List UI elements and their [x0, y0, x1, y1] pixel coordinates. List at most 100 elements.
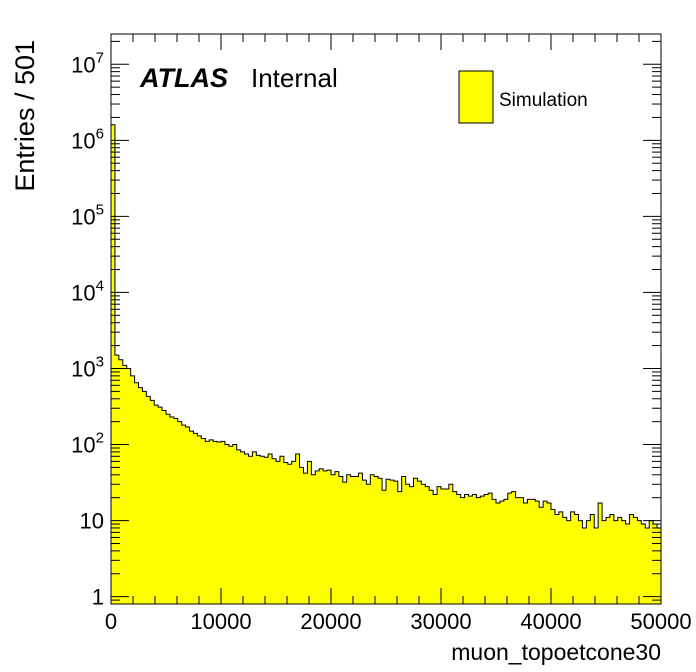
y-tick-label: 106	[71, 125, 104, 153]
histogram-bar	[566, 520, 571, 604]
histogram-bar	[598, 503, 603, 604]
histogram-bar	[366, 484, 371, 604]
histogram-bar	[338, 476, 344, 604]
histogram-bar	[570, 511, 575, 604]
axis-ticks	[110, 34, 662, 605]
histogram-bar	[484, 494, 489, 604]
histogram-bar	[315, 470, 320, 604]
histogram-bar	[613, 520, 619, 604]
histogram-bar	[331, 474, 336, 604]
histogram-bar	[244, 454, 249, 604]
histogram-bar	[578, 520, 583, 604]
histogram-bar	[515, 497, 520, 604]
histogram-bar	[354, 476, 359, 604]
histogram-bar	[609, 514, 615, 604]
histogram-bar	[327, 470, 332, 604]
histogram-bar	[492, 499, 497, 604]
histogram-bar	[264, 457, 269, 604]
histogram-bar	[138, 387, 143, 604]
histogram-bar	[370, 474, 375, 604]
histogram-bar	[299, 467, 304, 604]
histogram-bar	[543, 501, 548, 604]
histogram-bar	[189, 431, 194, 604]
histogram-bar	[303, 473, 308, 604]
histogram-bar	[456, 494, 461, 604]
histogram-bar	[590, 514, 595, 604]
histogram-bar	[252, 451, 257, 604]
histogram-bar	[429, 490, 434, 604]
histogram-bar	[519, 497, 524, 604]
histogram-bar	[111, 124, 116, 604]
histogram-bar	[169, 417, 175, 604]
histogram-bar	[279, 456, 285, 604]
histogram-bar	[154, 405, 159, 604]
histogram-bar	[181, 425, 186, 604]
histogram-bar	[657, 527, 662, 604]
histogram-bar	[507, 493, 513, 604]
histogram-bar	[433, 494, 438, 604]
histogram-bar	[633, 517, 638, 604]
legend: Simulation	[458, 70, 588, 124]
histogram-bar	[185, 426, 190, 604]
histogram-bar	[346, 474, 351, 604]
histogram-bar	[393, 481, 399, 604]
x-axis-label: muon_topoetcone30	[451, 639, 661, 665]
histogram-bar	[122, 365, 128, 604]
histogram-bar	[444, 489, 450, 604]
plot-frame	[110, 33, 662, 605]
atlas-label: ATLAS	[139, 63, 228, 93]
histogram-bar	[547, 503, 552, 604]
histogram-bar	[401, 476, 406, 604]
histogram-bar	[201, 438, 206, 604]
histogram-bar	[389, 480, 395, 604]
histogram-bar	[437, 486, 442, 604]
histogram-bar	[256, 455, 261, 604]
histogram-outline	[110, 124, 662, 604]
histogram-bar	[209, 439, 214, 604]
histogram-bar	[295, 454, 300, 604]
histogram-bar	[539, 507, 544, 604]
histogram-bar	[358, 473, 363, 604]
histogram-bar	[503, 499, 509, 604]
histogram-bar	[476, 497, 481, 604]
histogram-bar	[386, 479, 391, 604]
histogram-bar	[362, 480, 367, 604]
x-tick-labels: 0 10000 20000 30000 40000 50000	[105, 609, 692, 634]
histogram-bar	[511, 491, 516, 604]
histogram-bar	[217, 441, 222, 604]
histogram-bar	[645, 527, 650, 604]
y-tick-label: 104	[71, 277, 104, 305]
histogram-bar	[130, 375, 135, 604]
histogram-bar	[248, 456, 253, 604]
histogram-bar	[397, 491, 403, 604]
histogram-bar	[158, 407, 163, 604]
histogram-bar	[193, 433, 198, 604]
histogram-bar	[653, 524, 658, 604]
histogram-bar	[177, 421, 183, 604]
histogram-bar	[240, 451, 245, 604]
histogram-bar	[319, 468, 324, 604]
histogram-bar	[342, 482, 348, 604]
histogram-bar	[460, 497, 465, 604]
histogram-bar	[441, 489, 446, 604]
histogram-bar	[535, 501, 540, 604]
histogram-bar	[173, 418, 179, 604]
histogram-bar	[232, 444, 238, 604]
histogram-bar	[276, 461, 281, 604]
histogram-bar	[468, 496, 473, 604]
histogram-bar	[586, 520, 591, 604]
y-tick-label: 103	[71, 353, 104, 381]
histogram-bar	[472, 494, 477, 604]
y-axis-label: Entries / 501	[10, 40, 40, 192]
histogram-bar	[162, 410, 167, 604]
y-tick-labels: 1 10 102 103 104 105 106 107	[71, 49, 104, 609]
histogram-bar	[166, 414, 171, 604]
histogram-bar	[551, 509, 556, 604]
x-tick-label: 0	[105, 609, 117, 634]
legend-swatch	[458, 70, 494, 124]
histogram-bar	[205, 441, 210, 604]
y-tick-label: 107	[71, 49, 104, 77]
histogram-bar	[641, 524, 646, 604]
legend-label: Simulation	[499, 90, 588, 111]
